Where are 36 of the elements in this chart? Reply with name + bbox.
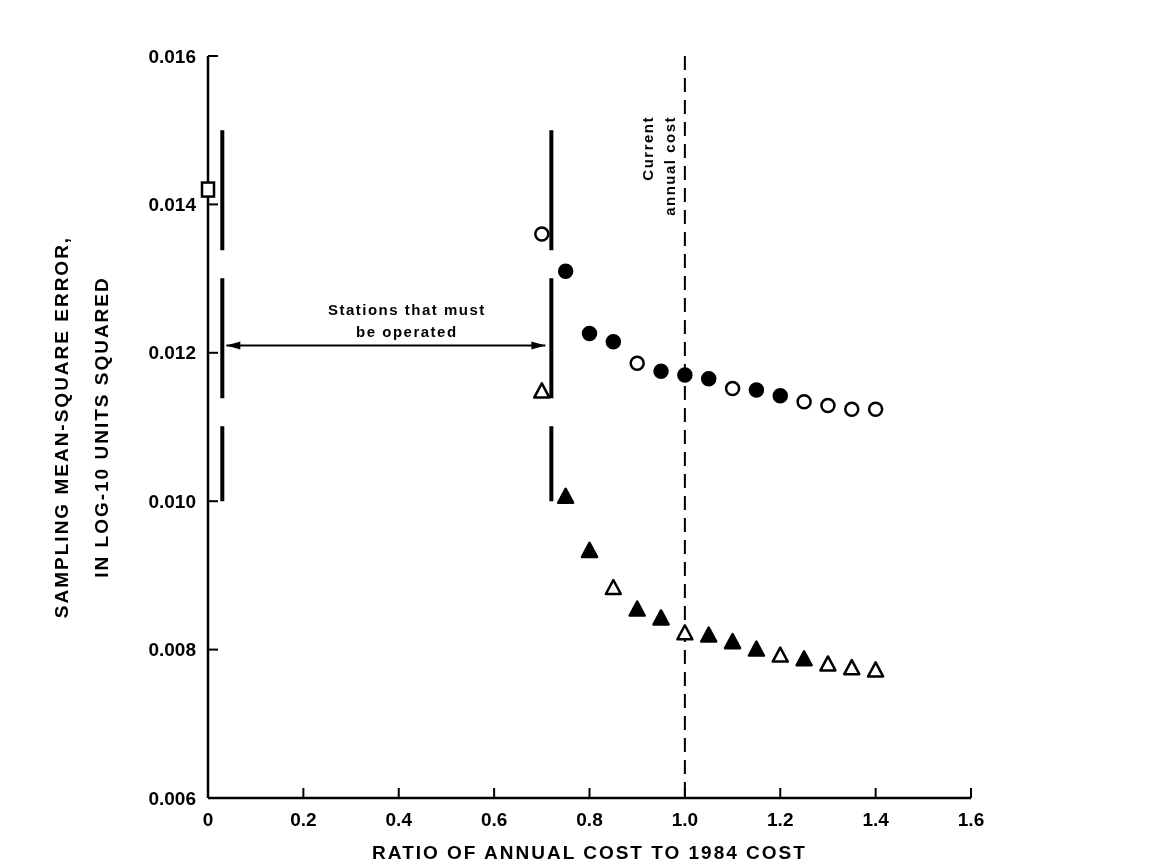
point bbox=[748, 382, 765, 398]
point bbox=[723, 632, 742, 650]
annotation: Stations that must be operated bbox=[327, 301, 486, 341]
y-tick-label: 0.016 bbox=[148, 45, 196, 67]
y-tick-label: 0.006 bbox=[148, 787, 196, 809]
point bbox=[652, 609, 670, 626]
x-tick-label: 0.4 bbox=[385, 809, 413, 830]
y-tick-label: 0.012 bbox=[148, 342, 196, 364]
x-tick-label: 0.2 bbox=[290, 809, 317, 830]
point bbox=[580, 541, 599, 559]
point bbox=[699, 626, 718, 643]
y-tick-label: 0.008 bbox=[148, 639, 196, 661]
point bbox=[581, 325, 598, 342]
point bbox=[747, 640, 766, 657]
x-tick-label: 1.0 bbox=[671, 809, 699, 830]
x-tick-label: 0 bbox=[202, 809, 214, 830]
point bbox=[772, 388, 788, 404]
point bbox=[795, 650, 813, 667]
point bbox=[557, 263, 574, 279]
point bbox=[556, 487, 575, 504]
y-axis-title: SAMPLING MEAN-SQUARE ERROR, IN LOG-10 UNITS SQUARED bbox=[51, 235, 112, 619]
y-tick-label: 0.010 bbox=[148, 490, 196, 512]
point bbox=[700, 371, 717, 387]
x-tick-label: 1.2 bbox=[767, 809, 794, 830]
point bbox=[628, 600, 646, 617]
x-axis-title: RATIO OF ANNUAL COST TO 1984 COST bbox=[372, 842, 807, 863]
point bbox=[677, 367, 693, 383]
point bbox=[200, 181, 216, 198]
x-tick-label: 0.8 bbox=[576, 809, 603, 830]
x-tick-label: 0.6 bbox=[480, 809, 508, 830]
point bbox=[605, 333, 622, 350]
y-tick-label: 0.014 bbox=[148, 194, 197, 216]
x-tick-label: 1.4 bbox=[862, 809, 890, 830]
ref-line-label: Current annual cost bbox=[638, 116, 678, 216]
x-tick-label: 1.6 bbox=[957, 809, 985, 830]
point bbox=[653, 363, 669, 380]
